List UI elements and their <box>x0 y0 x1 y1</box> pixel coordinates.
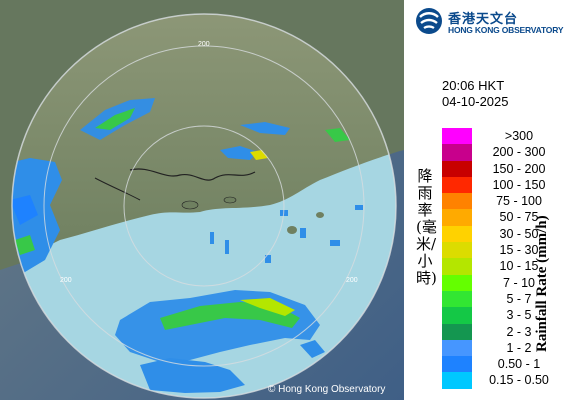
legend-item: 200 - 300 <box>442 144 562 161</box>
legend-swatch <box>442 258 472 275</box>
island <box>287 226 297 234</box>
range-ring-label: 200 <box>60 277 72 284</box>
legend-label: 150 - 200 <box>492 161 546 176</box>
legend-item: 150 - 200 <box>442 160 562 177</box>
legend-swatch <box>442 160 472 177</box>
legend-item: 100 - 150 <box>442 176 562 194</box>
coastline <box>94 177 141 201</box>
hko-logo[interactable]: 香港天文台 HONG KONG OBSERVATORY <box>412 6 574 40</box>
land-area <box>12 14 396 262</box>
range-ring <box>43 45 365 367</box>
radar-map[interactable]: 200 200 200 © Hong Kong Observatory <box>0 0 404 400</box>
hko-emblem-icon <box>416 8 442 34</box>
legend-item: 7 - 10 <box>442 274 562 291</box>
legend-label: 15 - 30 <box>499 243 539 258</box>
legend-item: >300 <box>442 128 562 145</box>
rainfall-legend: >300 200 - 300 150 - 200 100 - 150 75 - … <box>442 128 562 389</box>
legend-swatch <box>442 307 472 324</box>
legend-item: 75 - 100 <box>442 193 562 210</box>
legend-item: 50 - 75 <box>442 209 562 226</box>
legend-item: 3 - 5 <box>442 307 562 324</box>
legend-item: 1 - 2 <box>442 339 562 357</box>
legend-swatch <box>442 209 472 226</box>
range-ring <box>123 125 285 287</box>
legend-item: 15 - 30 <box>442 242 562 259</box>
island <box>181 200 199 210</box>
legend-swatch <box>442 128 472 145</box>
range-ring-label: 200 <box>346 277 358 284</box>
legend-label: 10 - 15 <box>499 259 539 274</box>
legend-swatch <box>442 225 472 243</box>
legend-item: 0.50 - 1 <box>442 356 562 373</box>
legend-swatch <box>442 144 472 161</box>
info-panel: 香港天文台 HONG KONG OBSERVATORY 20:06 HKT 04… <box>404 0 577 400</box>
coastline <box>129 168 256 181</box>
rain-echoes-north <box>80 98 350 160</box>
legend-item: 5 - 7 <box>442 290 562 308</box>
legend-label: 7 - 10 <box>503 275 535 290</box>
logo-name-en: HONG KONG OBSERVATORY <box>448 25 564 35</box>
copyright-notice: © Hong Kong Observatory <box>268 384 386 395</box>
outer-range-ring <box>11 13 397 399</box>
legend-item: 2 - 3 <box>442 323 562 340</box>
legend-label: 200 - 300 <box>492 145 546 160</box>
legend-label: 100 - 150 <box>492 177 546 192</box>
legend-swatch <box>442 193 472 210</box>
legend-item: 10 - 15 <box>442 258 562 275</box>
observation-date: 04-10-2025 <box>442 94 509 109</box>
legend-label: 2 - 3 <box>506 324 532 339</box>
island <box>223 196 237 204</box>
legend-label: 1 - 2 <box>506 340 532 355</box>
legend-swatch <box>442 176 472 194</box>
radar-disc <box>12 14 396 398</box>
legend-swatch <box>442 339 472 357</box>
legend-label: >300 <box>504 129 534 143</box>
legend-swatch <box>442 290 472 308</box>
legend-item: 30 - 50 <box>442 225 562 243</box>
legend-swatch <box>442 356 472 373</box>
rain-echoes-south <box>115 290 325 393</box>
legend-swatch <box>442 372 472 389</box>
legend-label: 50 - 75 <box>499 210 539 225</box>
range-rings <box>11 13 397 399</box>
range-ring-label: 200 <box>198 41 210 48</box>
legend-title-zh: 降雨率(毫米/小時) <box>416 167 437 287</box>
observation-time: 20:06 HKT <box>442 78 505 93</box>
legend-label: 5 - 7 <box>506 291 532 306</box>
legend-label: 75 - 100 <box>496 194 542 209</box>
legend-item: 0.15 - 0.50 <box>442 372 562 389</box>
legend-swatch <box>442 323 472 340</box>
legend-label: 0.50 - 1 <box>497 357 541 372</box>
legend-label: 3 - 5 <box>506 308 532 323</box>
legend-swatch <box>442 242 472 259</box>
legend-swatch <box>442 274 472 291</box>
legend-label: 0.15 - 0.50 <box>489 373 549 388</box>
legend-label: 30 - 50 <box>499 226 539 241</box>
logo-name-zh: 香港天文台 <box>448 12 519 27</box>
island <box>316 212 324 218</box>
